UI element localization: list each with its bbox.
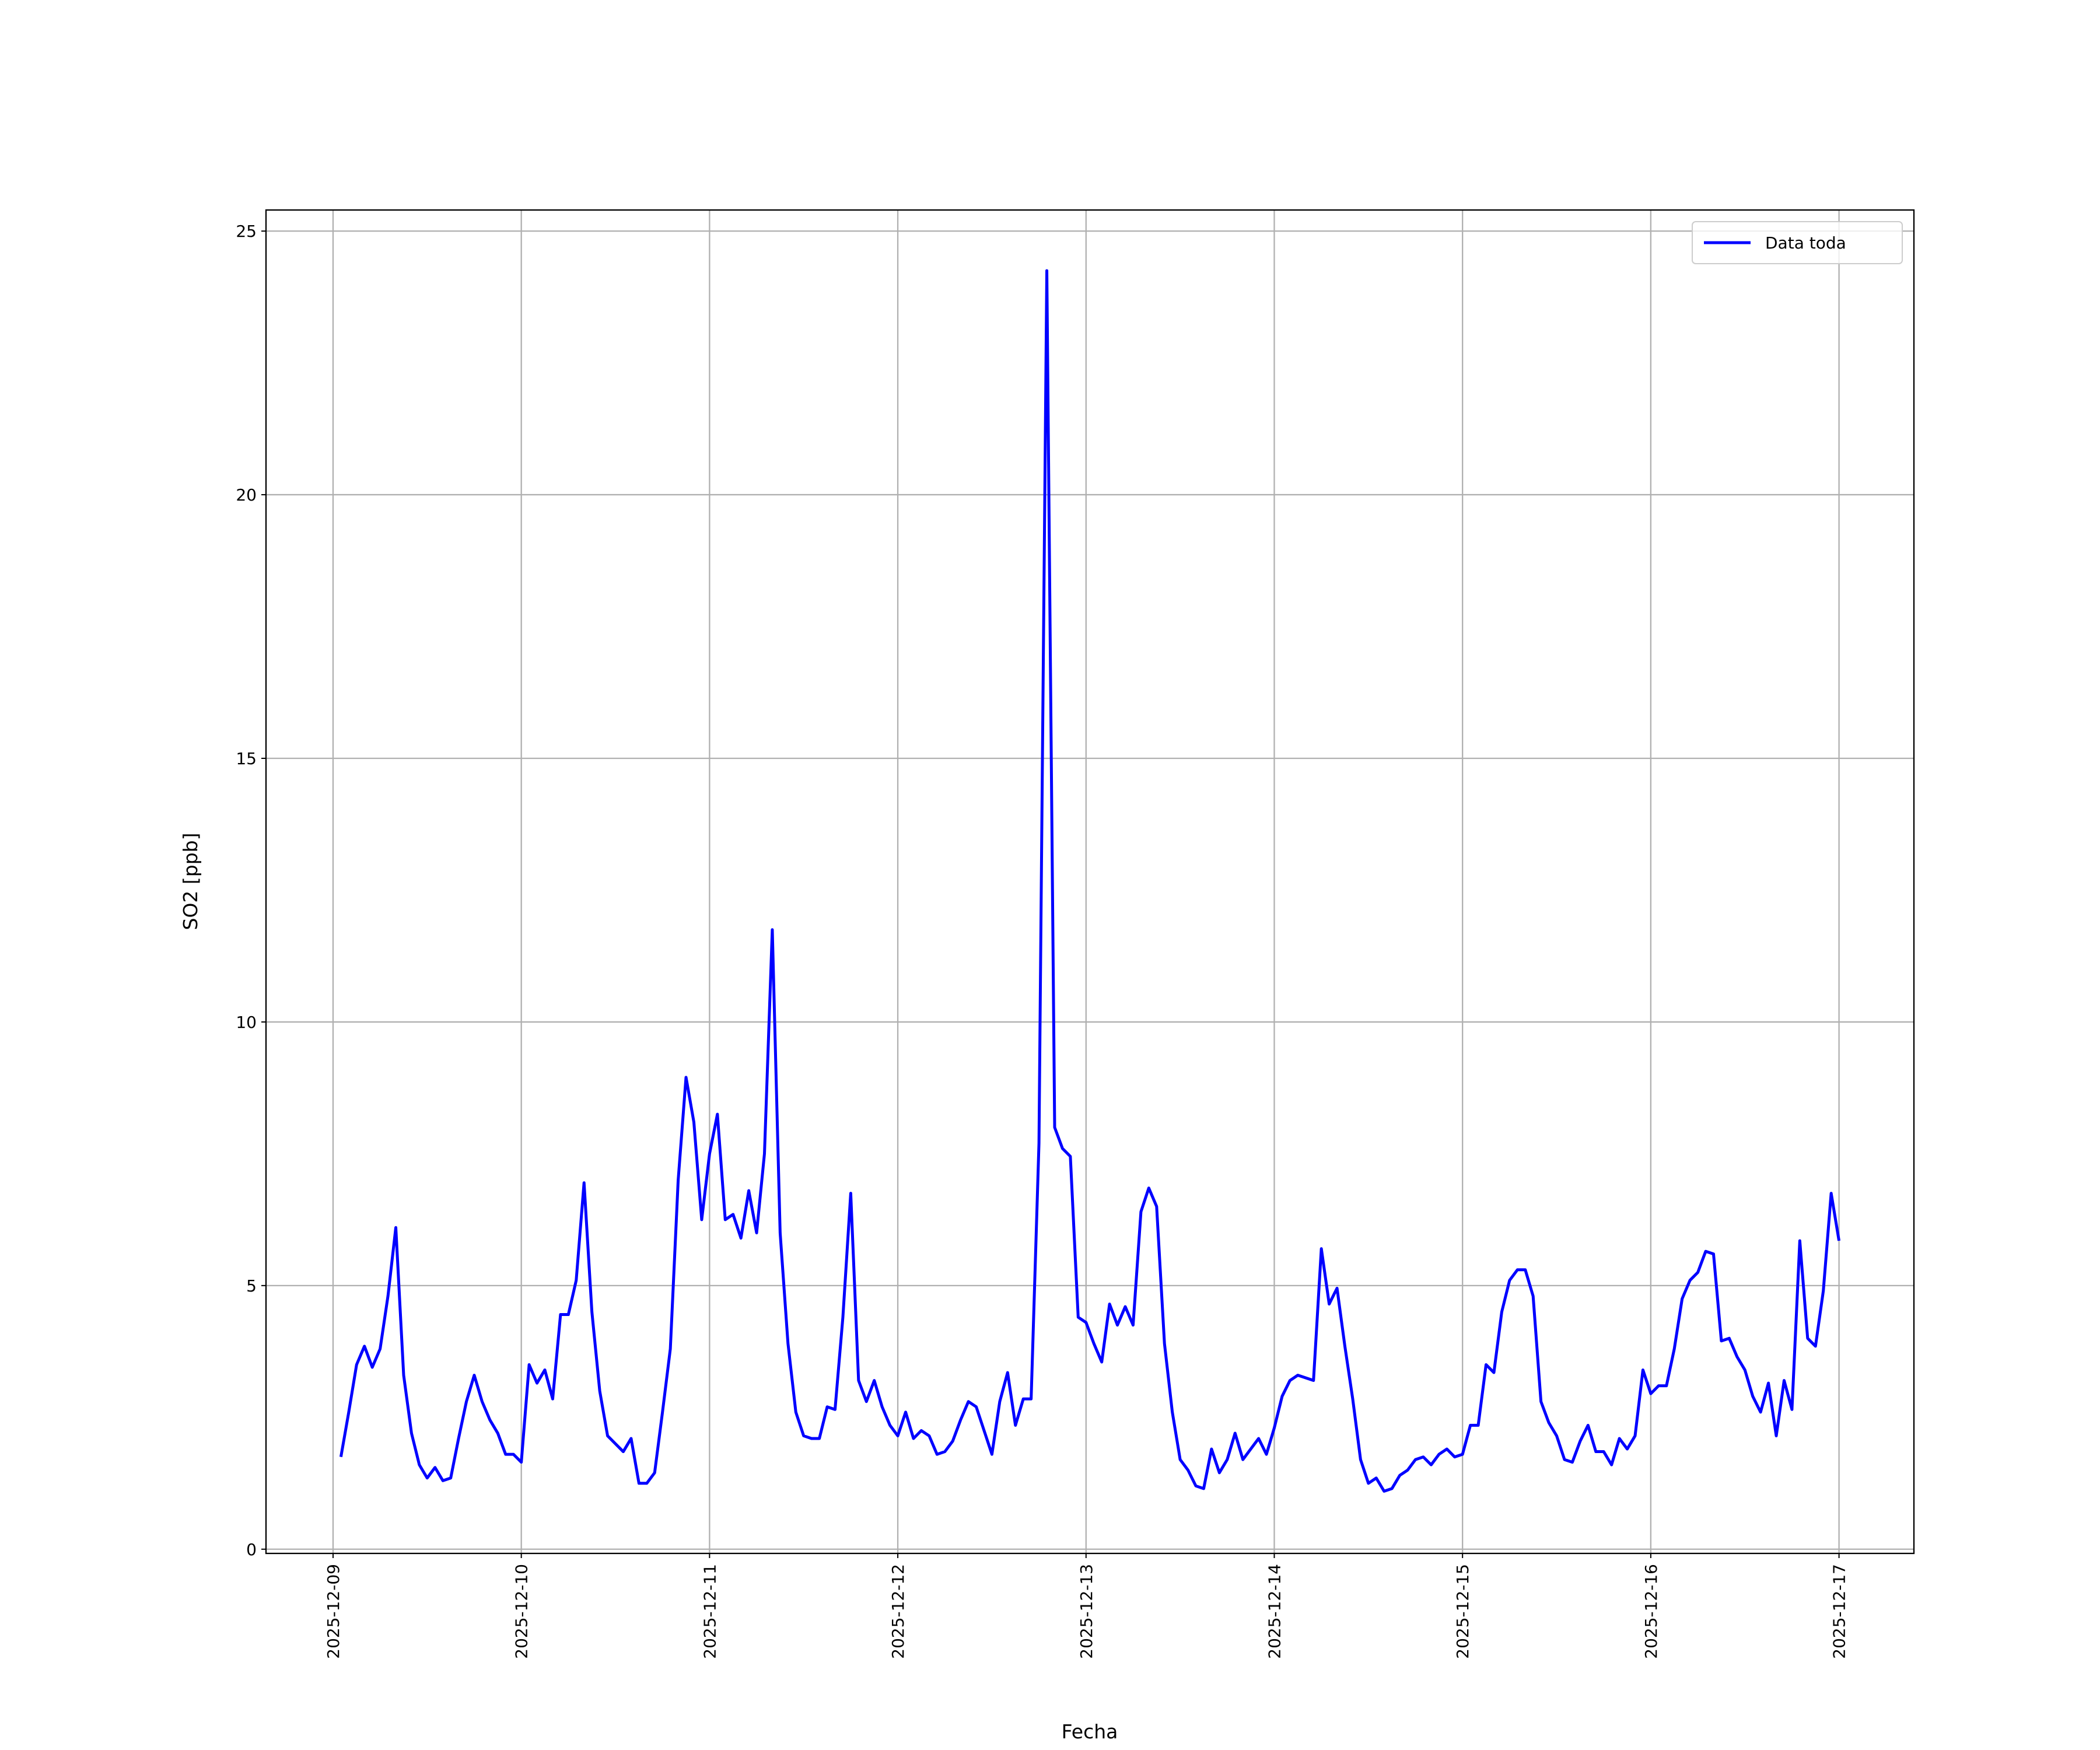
x-tick-label: 2025-12-17 [1830, 1564, 1849, 1659]
x-tick-label: 2025-12-09 [324, 1564, 343, 1659]
y-tick-label: 20 [236, 485, 257, 505]
axes-frame [265, 209, 1915, 1555]
ticks: 0 5 10 15 20 25 2025-12-09 2025-12-10 2025-12-11… [236, 222, 1849, 1659]
x-tick-label: 2025-12-15 [1453, 1564, 1472, 1659]
x-tick-label: 2025-12-11 [700, 1564, 719, 1659]
y-tick-label: 15 [236, 749, 257, 768]
y-tick-label: 5 [246, 1276, 257, 1296]
x-tick-label: 2025-12-13 [1077, 1564, 1096, 1659]
x-tick-label: 2025-12-14 [1265, 1564, 1284, 1659]
legend-label: Data toda [1765, 233, 1846, 253]
x-axis-label: Fecha [1062, 1720, 1118, 1743]
y-tick-label: 25 [236, 222, 257, 241]
y-axis-label: SO2 [ppb] [179, 833, 202, 930]
legend: Data toda [1692, 221, 1903, 264]
y-tick-label: 0 [246, 1540, 257, 1559]
data-line [339, 269, 1841, 1493]
legend-box [1692, 221, 1903, 264]
x-tick-label: 2025-12-12 [888, 1564, 908, 1659]
y-tick-label: 10 [236, 1013, 257, 1032]
x-tick-label: 2025-12-10 [512, 1564, 531, 1659]
grid [266, 210, 1914, 1553]
plot-area [339, 269, 1841, 1493]
x-tick-label: 2025-12-16 [1642, 1564, 1661, 1659]
